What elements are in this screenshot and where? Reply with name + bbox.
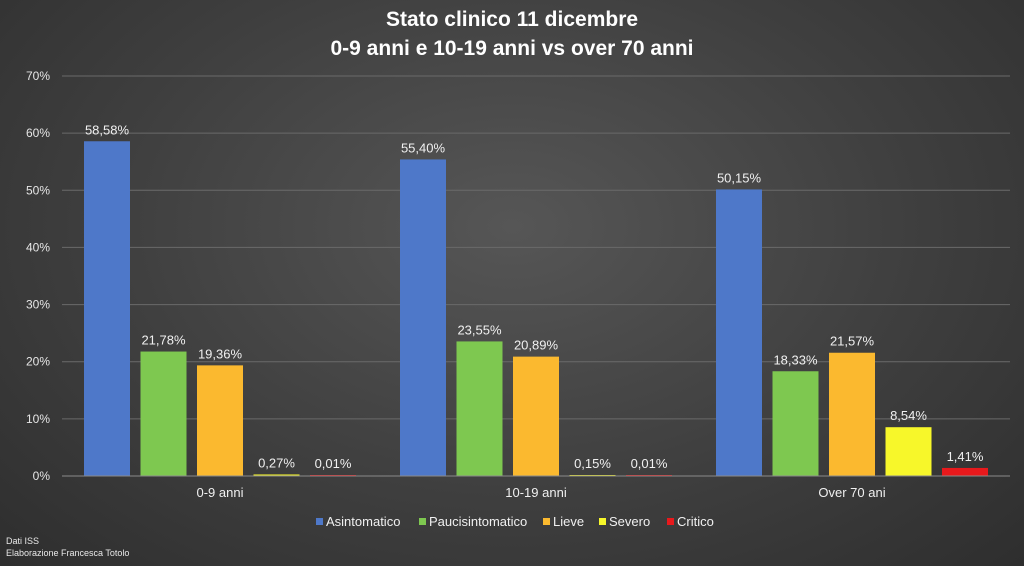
data-label: 55,40% bbox=[401, 140, 446, 155]
data-label: 1,41% bbox=[947, 449, 984, 464]
bar bbox=[84, 141, 130, 476]
bar bbox=[829, 352, 875, 476]
data-label: 8,54% bbox=[890, 408, 927, 423]
chart-title: Stato clinico 11 dicembre bbox=[386, 8, 638, 31]
y-tick-label: 30% bbox=[26, 298, 50, 312]
data-label: 0,27% bbox=[258, 455, 295, 470]
bar bbox=[400, 159, 446, 476]
x-axis: 0-9 anni 10-19 anni Over 70 ani bbox=[62, 475, 1010, 500]
bar bbox=[513, 356, 559, 476]
category-label: 10-19 anni bbox=[505, 485, 567, 500]
legend-label: Lieve bbox=[553, 514, 584, 529]
bars bbox=[84, 141, 988, 476]
legend-swatch bbox=[667, 518, 674, 525]
chart-subtitle: 0-9 anni e 10-19 anni vs over 70 anni bbox=[331, 37, 694, 60]
credit-source: Dati ISS bbox=[6, 536, 40, 546]
y-tick-label: 40% bbox=[26, 240, 50, 254]
y-tick-label: 70% bbox=[26, 69, 50, 83]
legend-label: Critico bbox=[677, 514, 714, 529]
legend-swatch bbox=[599, 518, 606, 525]
legend-label: Severo bbox=[609, 514, 650, 529]
bar bbox=[942, 467, 988, 476]
y-axis: 0% 10% 20% 30% 40% 50% 60% 70% bbox=[26, 69, 50, 483]
data-label: 18,33% bbox=[773, 352, 818, 367]
category-label: 0-9 anni bbox=[197, 485, 244, 500]
y-tick-label: 10% bbox=[26, 412, 50, 426]
credit-author: Elaborazione Francesca Totolo bbox=[6, 548, 130, 558]
y-tick-label: 50% bbox=[26, 183, 50, 197]
bar bbox=[885, 427, 932, 476]
legend: Asintomatico Paucisintomatico Lieve Severo C… bbox=[316, 514, 714, 529]
legend-swatch bbox=[543, 518, 550, 525]
data-label: 21,57% bbox=[830, 334, 875, 349]
data-label: 0,01% bbox=[315, 456, 352, 471]
data-labels: 58,58% 21,78% 19,36% 0,27% 0,01% 55,40% 23,55%… bbox=[85, 122, 984, 471]
data-label: 0,01% bbox=[631, 456, 668, 471]
data-label: 20,89% bbox=[514, 338, 559, 353]
y-tick-label: 20% bbox=[26, 355, 50, 369]
data-label: 50,15% bbox=[717, 170, 762, 185]
bar bbox=[772, 371, 819, 476]
bar bbox=[716, 189, 762, 476]
data-label: 58,58% bbox=[85, 122, 130, 137]
bar bbox=[140, 351, 187, 476]
legend-label: Paucisintomatico bbox=[429, 514, 527, 529]
data-label: 21,78% bbox=[141, 333, 186, 348]
y-tick-label: 0% bbox=[33, 469, 51, 483]
legend-swatch bbox=[419, 518, 426, 525]
category-label: Over 70 ani bbox=[818, 485, 885, 500]
data-label: 0,15% bbox=[574, 456, 611, 471]
data-label: 23,55% bbox=[457, 322, 502, 337]
y-tick-label: 60% bbox=[26, 126, 50, 140]
legend-swatch bbox=[316, 518, 323, 525]
bar bbox=[456, 341, 503, 476]
legend-label: Asintomatico bbox=[326, 514, 400, 529]
bar bbox=[253, 474, 300, 476]
data-label: 19,36% bbox=[198, 346, 243, 361]
bar bbox=[197, 365, 243, 476]
